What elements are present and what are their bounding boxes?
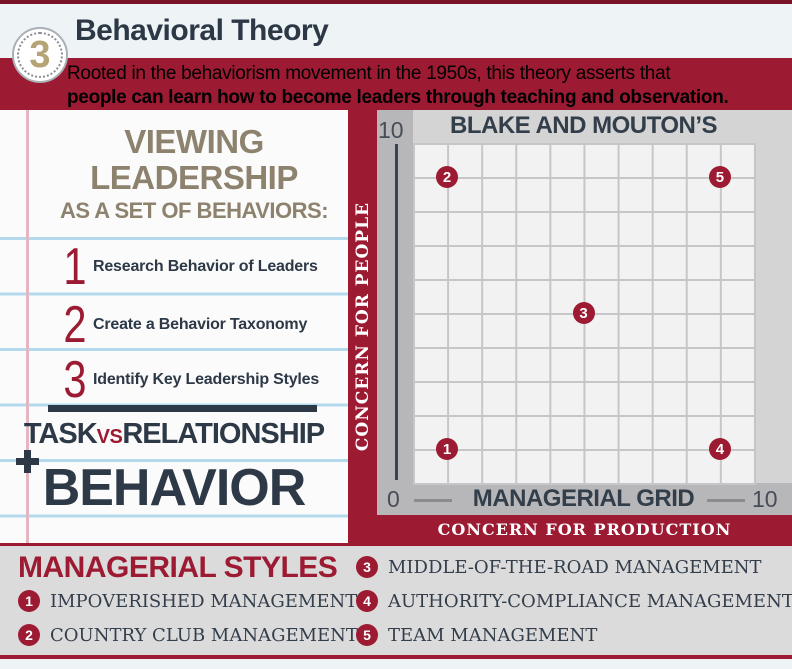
step-number: 2 <box>63 295 87 354</box>
x-axis-dash-right <box>707 499 745 502</box>
chart-title-band <box>413 110 792 143</box>
y-axis-label: CONCERN FOR PEOPLE <box>352 201 373 452</box>
bottom-accent-bar <box>0 655 792 659</box>
legend-number-badge: 4 <box>356 590 378 612</box>
x-axis-dash-left <box>414 499 452 502</box>
legend-item-1: 1 IMPOVERISHED MANAGEMENT <box>18 589 357 613</box>
intro-banner <box>0 58 792 110</box>
origin-tick: 0 <box>387 486 400 512</box>
grid-point-4: 4 <box>708 438 731 460</box>
intro-text-line1: Rooted in the behaviorism movement in th… <box>67 63 671 84</box>
notebook-ruled-lines <box>0 237 348 543</box>
left-heading: VIEWING LEADERSHIP AS A SET OF BEHAVIORS… <box>40 124 348 224</box>
notebook-panel: VIEWING LEADERSHIP AS A SET OF BEHAVIORS… <box>0 110 348 543</box>
legend-panel <box>0 546 792 655</box>
task-word: TASK <box>23 418 98 450</box>
vs-word: VS <box>96 426 123 448</box>
notebook-margin-line <box>26 110 29 543</box>
grid-point-5: 5 <box>708 166 731 188</box>
step-row-1: 1 Research Behavior of Leaders <box>58 237 318 297</box>
grid-plot: 1 2 3 4 5 <box>413 143 756 485</box>
step-row-2: 2 Create a Behavior Taxonomy <box>58 297 307 352</box>
badge-dotted-ring: 3 <box>17 32 63 78</box>
grid-point-1: 1 <box>436 438 459 460</box>
heading-viewing: VIEWING <box>124 123 264 160</box>
legend-item-label: MIDDLE-OF-THE-ROAD MANAGEMENT <box>388 556 762 578</box>
top-accent-bar <box>0 0 792 4</box>
section-number-badge: 3 <box>12 27 68 83</box>
heading-subtitle: AS A SET OF BEHAVIORS: <box>59 198 329 223</box>
x-axis-title: MANAGERIAL GRID <box>472 485 695 512</box>
step-label: Identify Key Leadership Styles <box>93 370 320 388</box>
relationship-word: RELATIONSHIP <box>122 418 325 450</box>
x-axis-label: CONCERN FOR PRODUCTION <box>437 519 732 539</box>
page-title: Behavioral Theory <box>75 14 329 47</box>
separator-rule <box>48 405 317 412</box>
header <box>0 4 792 58</box>
grid-point-2: 2 <box>436 166 459 188</box>
legend-top-divider <box>0 543 792 546</box>
task-vs-relationship: TASKVSRELATIONSHIP <box>14 418 334 451</box>
step-label: Research Behavior of Leaders <box>93 258 318 275</box>
behavior-word: BEHAVIOR <box>42 459 307 517</box>
x-axis-max-tick: 10 <box>752 486 778 512</box>
chart-title: BLAKE AND MOUTON’S <box>450 112 718 139</box>
step-row-3: 3 Identify Key Leadership Styles <box>58 352 319 407</box>
legend-item-label: AUTHORITY-COMPLIANCE MANAGEMENT <box>388 590 792 612</box>
legend-number-badge: 2 <box>18 624 40 646</box>
legend-item-3: 3 MIDDLE-OF-THE-ROAD MANAGEMENT <box>356 555 762 579</box>
heading-leadership: LEADERSHIP <box>90 159 298 196</box>
step-label: Create a Behavior Taxonomy <box>93 315 308 333</box>
y-axis-label-strip: CONCERN FOR PEOPLE <box>348 110 377 543</box>
legend-item-label: COUNTRY CLUB MANAGEMENT <box>50 624 358 646</box>
legend-item-label: TEAM MANAGEMENT <box>388 624 598 646</box>
legend-item-label: IMPOVERISHED MANAGEMENT <box>50 590 358 612</box>
y-axis-line <box>395 144 398 480</box>
plus-icon <box>16 450 39 473</box>
legend-number-badge: 5 <box>356 624 378 646</box>
grid-point-3: 3 <box>572 302 595 324</box>
step-number: 1 <box>63 238 87 296</box>
legend-item-5: 5 TEAM MANAGEMENT <box>356 623 597 647</box>
chart-right-margin <box>754 143 792 483</box>
intro-text-line2: people can learn how to become leaders t… <box>67 87 729 108</box>
legend-number-badge: 1 <box>18 590 40 612</box>
legend-item-2: 2 COUNTRY CLUB MANAGEMENT <box>18 623 358 647</box>
step-number: 3 <box>63 350 87 409</box>
legend-title: MANAGERIAL STYLES <box>18 551 338 584</box>
badge-number: 3 <box>29 34 51 76</box>
bottom-margin-strip <box>0 659 792 669</box>
y-axis-max-tick: 10 <box>378 117 404 143</box>
legend-number-badge: 3 <box>356 556 378 578</box>
legend-item-4: 4 AUTHORITY-COMPLIANCE MANAGEMENT <box>356 589 792 613</box>
x-axis-label-strip: CONCERN FOR PRODUCTION <box>377 515 792 543</box>
